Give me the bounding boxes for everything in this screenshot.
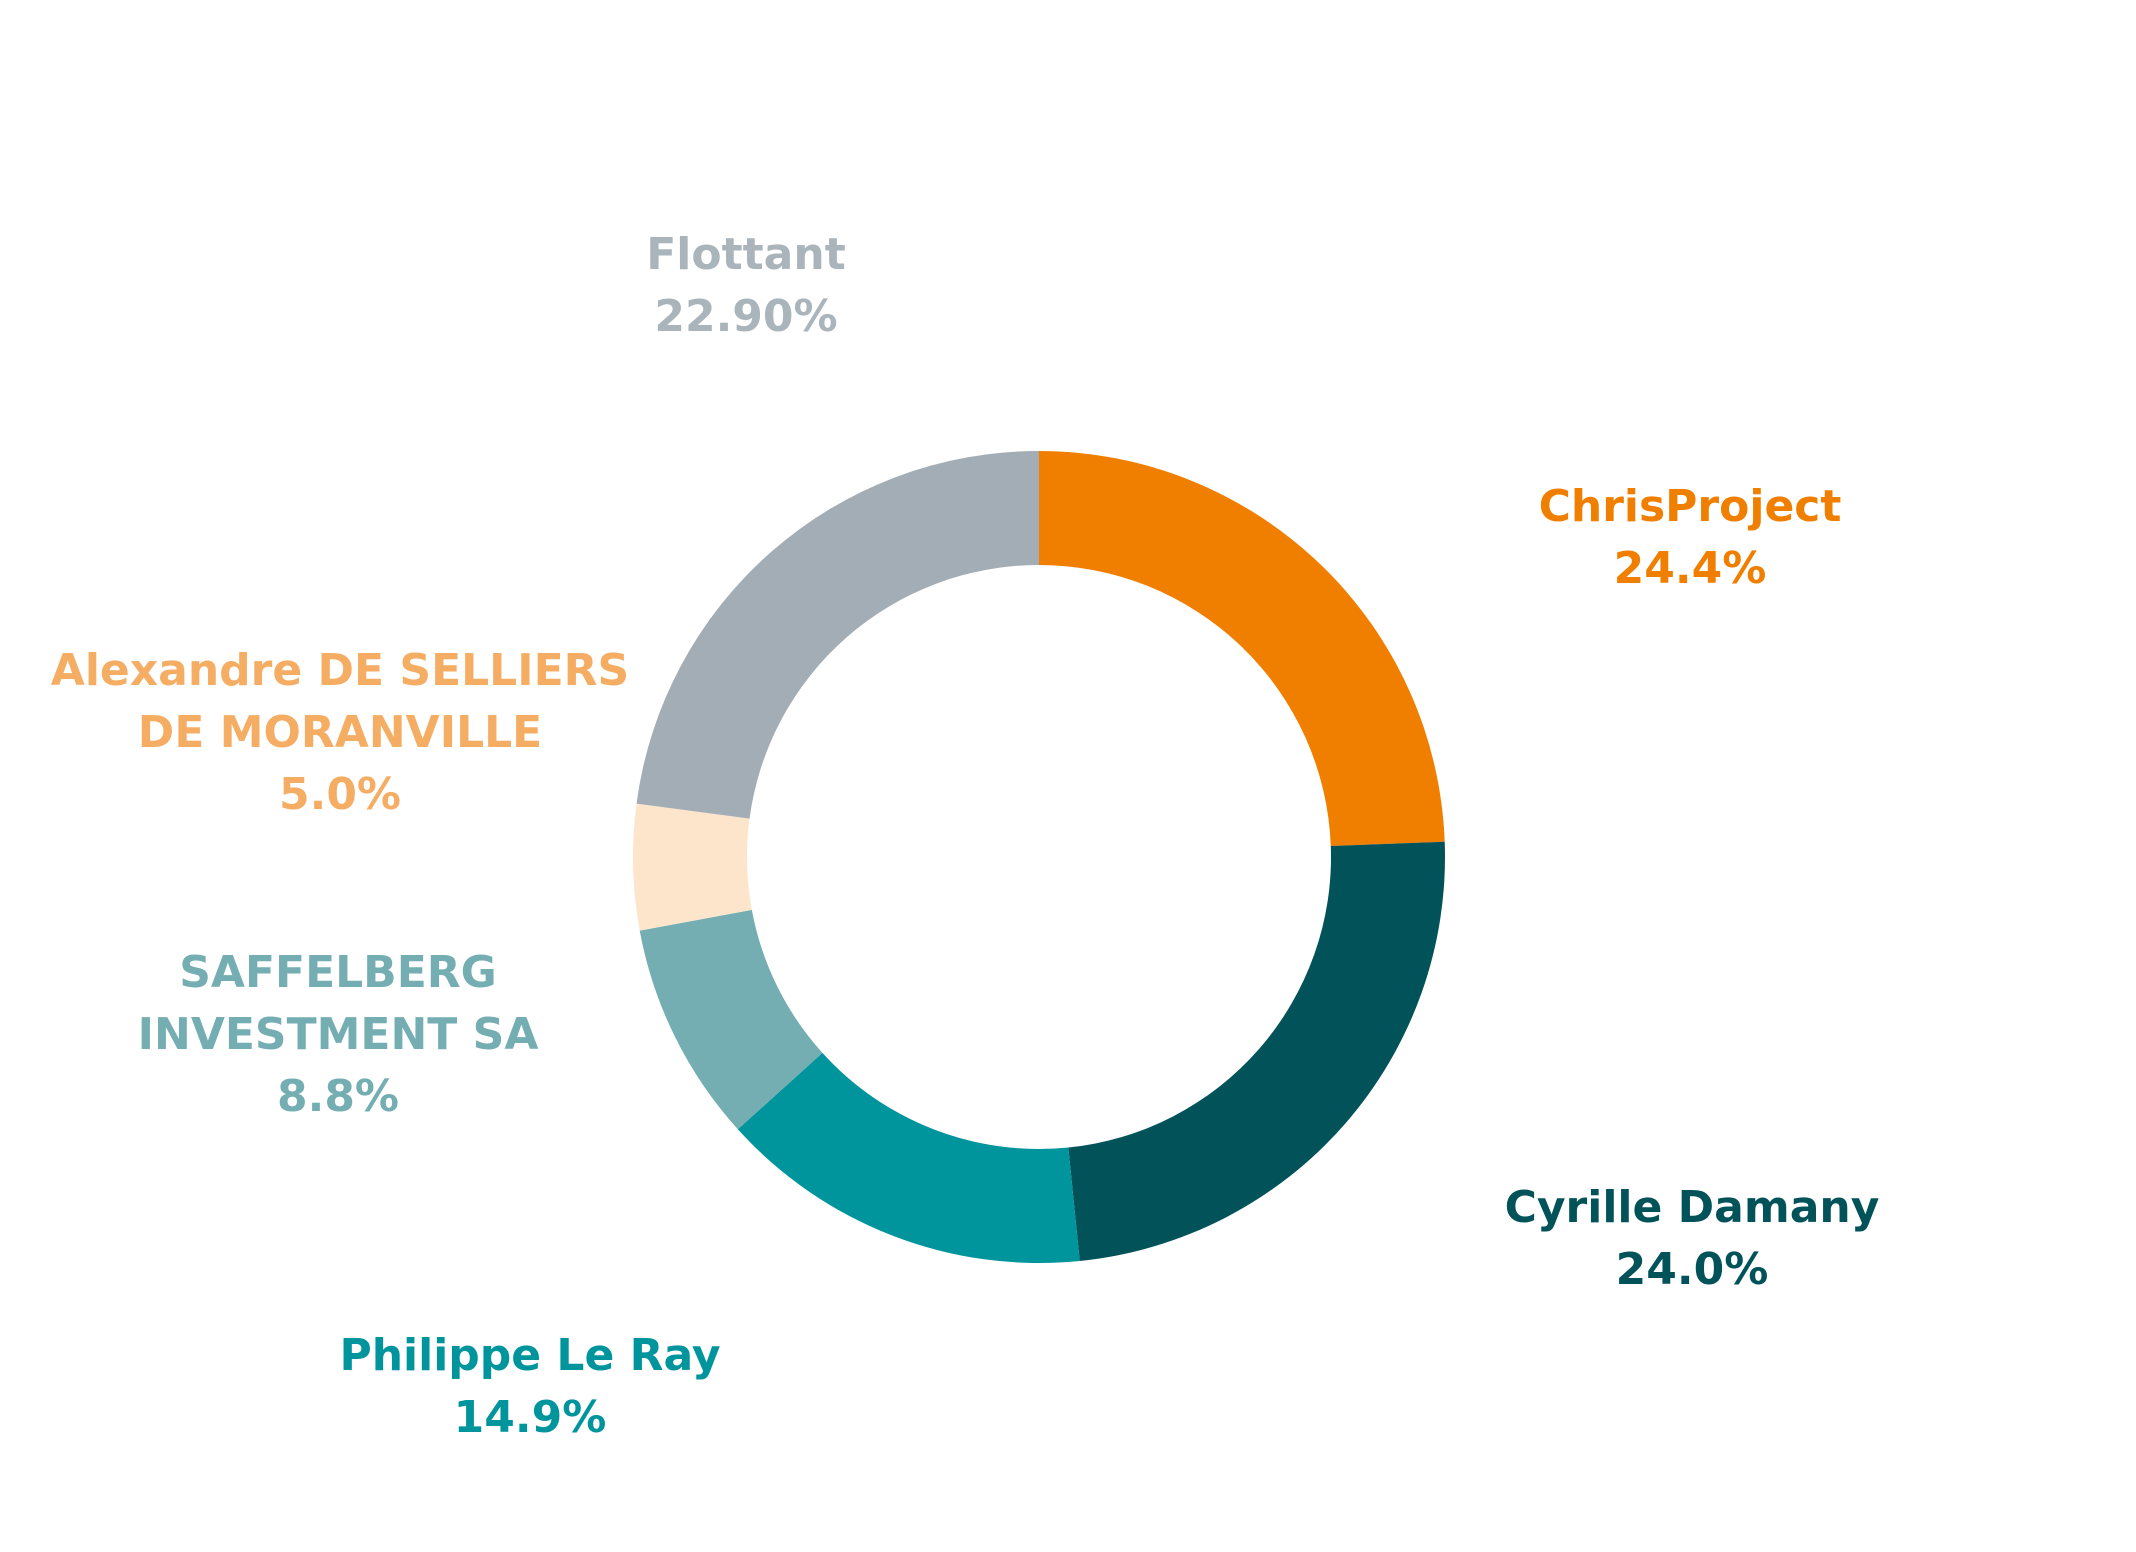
slice-label: Alexandre DE SELLIERS DE MORANVILLE 5.0% bbox=[30, 640, 650, 826]
category-label: ChrisProject bbox=[1538, 481, 1842, 532]
category-label: SAFFELBERG INVESTMENT SA bbox=[137, 947, 539, 1060]
category-label: Flottant bbox=[646, 229, 846, 280]
slice-label: Philippe Le Ray 14.9% bbox=[180, 1325, 880, 1449]
category-label: Philippe Le Ray bbox=[339, 1330, 721, 1381]
category-label: Cyrille Damany bbox=[1504, 1182, 1880, 1233]
donut-slice bbox=[636, 451, 1039, 819]
donut-slice bbox=[639, 909, 823, 1130]
category-label: Alexandre DE SELLIERS DE MORANVILLE bbox=[50, 645, 630, 758]
value-label: 8.8% bbox=[276, 1071, 400, 1122]
slice-label: ChrisProject 24.4% bbox=[1340, 476, 2040, 600]
value-label: 22.90% bbox=[654, 291, 838, 342]
value-label: 5.0% bbox=[278, 769, 402, 820]
donut-slice bbox=[633, 803, 752, 931]
value-label: 24.0% bbox=[1615, 1244, 1769, 1295]
donut-slice bbox=[1068, 841, 1445, 1261]
donut-slice bbox=[1039, 451, 1445, 846]
value-label: 24.4% bbox=[1613, 543, 1767, 594]
value-label: 14.9% bbox=[453, 1392, 607, 1443]
slice-label: Flottant 22.90% bbox=[396, 224, 1096, 348]
slice-label: SAFFELBERG INVESTMENT SA 8.8% bbox=[98, 942, 578, 1128]
donut-slice bbox=[737, 1052, 1080, 1263]
slice-label: Cyrille Damany 24.0% bbox=[1342, 1177, 2042, 1301]
